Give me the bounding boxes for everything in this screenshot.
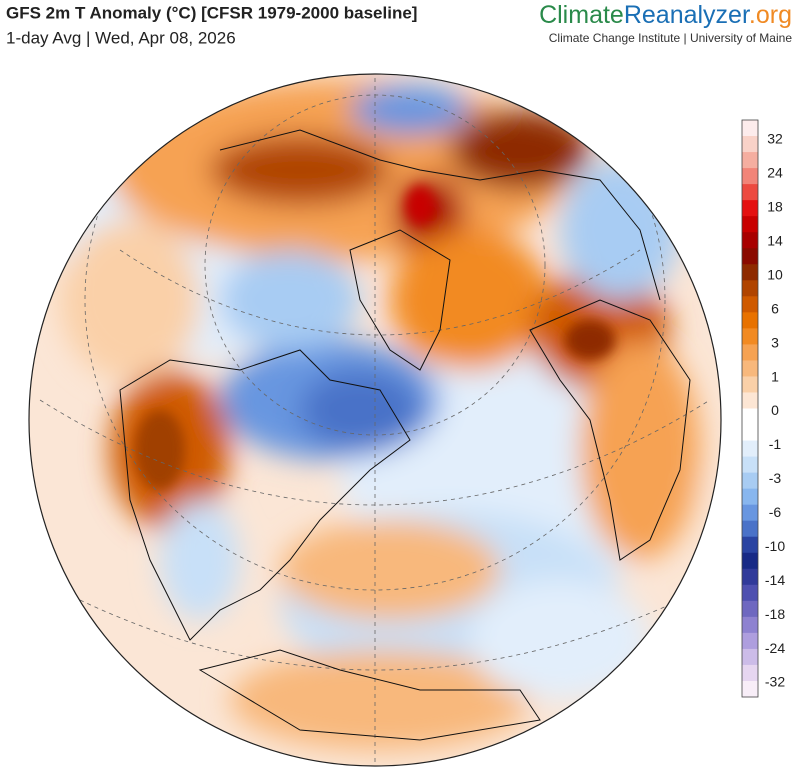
colorbar-label: 24 [767, 165, 783, 181]
color-swatch [742, 536, 758, 554]
colorbar-label: -1 [769, 436, 782, 452]
colorbar-label: -10 [765, 538, 785, 554]
color-swatch [742, 680, 758, 698]
color-swatch [742, 184, 758, 201]
color-swatch [742, 232, 758, 249]
color-swatch [742, 472, 758, 490]
brand-part: .org [749, 1, 792, 29]
color-swatch [742, 120, 758, 137]
colorbar-label: -18 [765, 606, 785, 622]
color-swatch [742, 280, 758, 297]
colorbar-label: 32 [767, 131, 783, 147]
color-swatch [742, 216, 758, 233]
color-swatch [742, 456, 758, 474]
color-swatch [742, 248, 758, 265]
color-swatch [742, 584, 758, 602]
colorbar-label: -14 [765, 572, 785, 588]
colorbar-label: 10 [767, 266, 783, 282]
color-swatch [742, 136, 758, 153]
color-swatch [742, 568, 758, 586]
globe [29, 74, 721, 766]
globe-outline [28, 73, 722, 767]
colorbar-label: 14 [767, 233, 783, 249]
color-swatch [742, 504, 758, 522]
colorbar-label: 1 [771, 368, 779, 384]
color-swatch [742, 648, 758, 666]
color-swatch [742, 520, 758, 538]
colorbar-label: -6 [769, 504, 782, 520]
color-swatch [742, 376, 758, 393]
color-swatch [742, 664, 758, 682]
graticule [39, 74, 711, 766]
color-swatch [742, 488, 758, 506]
colorbar-label: -32 [765, 674, 785, 690]
coastlines [119, 129, 691, 741]
subtitle: 1-day Avg | Wed, Apr 08, 2026 [6, 28, 236, 47]
color-swatch [742, 632, 758, 650]
color-swatch [742, 616, 758, 634]
colorbar-label: 6 [771, 300, 779, 316]
title: GFS 2m T Anomaly (°C) [CFSR 1979-2000 ba… [6, 3, 417, 22]
color-swatch [742, 424, 758, 442]
colorbar-frame [741, 119, 759, 698]
color-swatch [742, 328, 758, 345]
color-swatch [742, 200, 758, 217]
tagline: Climate Change Institute | University of… [549, 31, 793, 45]
color-swatch [742, 392, 758, 409]
colorbar-label: 3 [771, 334, 779, 350]
color-swatch [742, 552, 758, 570]
colorbar-label: 18 [767, 199, 783, 215]
colorbar-label: -3 [769, 470, 782, 486]
colorbar-label: -24 [765, 640, 785, 656]
brand: ClimateReanalyzer.org [539, 1, 792, 29]
color-swatch [742, 168, 758, 185]
color-swatch [742, 344, 758, 361]
color-swatch [742, 600, 758, 618]
color-swatch [742, 296, 758, 313]
brand-part: Climate [539, 1, 624, 29]
color-swatch [742, 440, 758, 458]
color-swatch [742, 360, 758, 377]
colorbar-label: 0 [771, 402, 779, 418]
brand-part: Reanalyzer [624, 1, 750, 29]
color-swatch [742, 312, 758, 329]
color-swatch [742, 152, 758, 169]
color-swatch [742, 264, 758, 281]
color-swatch [742, 408, 758, 426]
